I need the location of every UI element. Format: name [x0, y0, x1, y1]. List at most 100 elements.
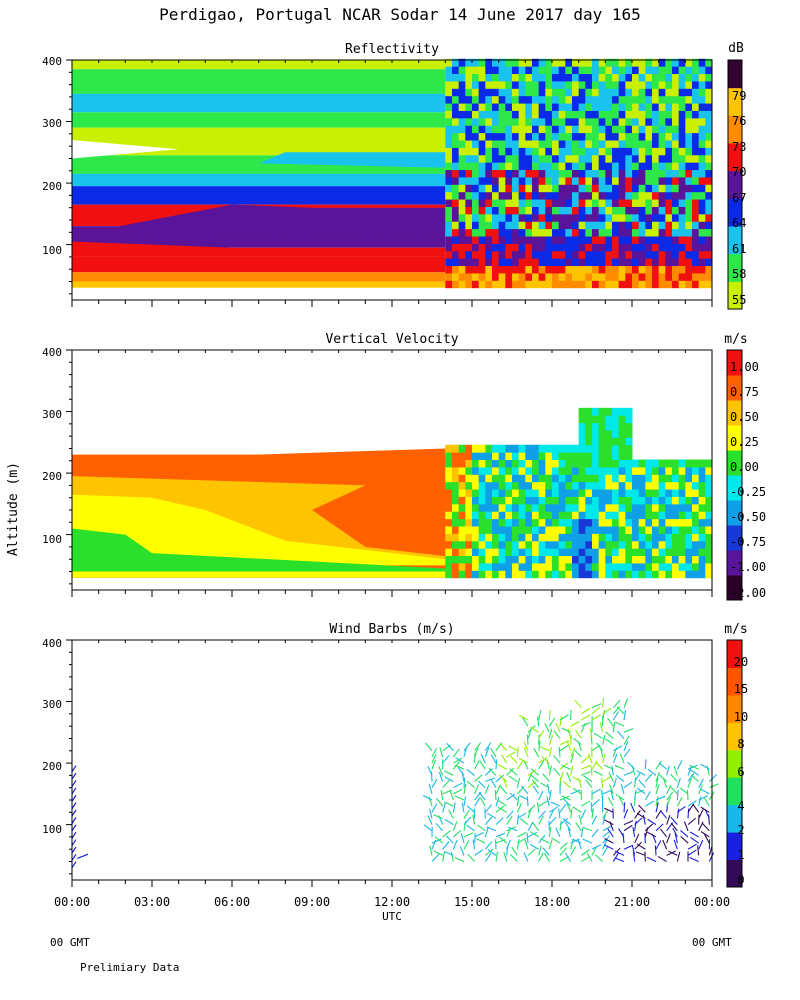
- velocity-cell: [685, 570, 693, 579]
- reflectivity-cell: [692, 265, 700, 274]
- reflectivity-cell: [545, 132, 553, 141]
- velocity-cell: [572, 444, 580, 453]
- reflectivity-cell: [485, 199, 493, 207]
- velocity-cell: [572, 481, 580, 490]
- velocity-cell: [552, 518, 560, 527]
- colorbar-label: 0.00: [730, 460, 759, 474]
- velocity-cell: [552, 548, 560, 557]
- reflectivity-cell: [458, 66, 466, 75]
- velocity-cell: [578, 503, 586, 512]
- velocity-cell: [552, 526, 560, 534]
- velocity-cell: [632, 474, 640, 483]
- velocity-cell: [672, 518, 680, 527]
- reflectivity-cell: [472, 147, 480, 156]
- velocity-cell: [445, 503, 453, 512]
- wind-barb: [466, 768, 476, 776]
- reflectivity-cell: [458, 243, 466, 252]
- wind-barb: [485, 777, 495, 783]
- reflectivity-cell: [645, 184, 653, 193]
- reflectivity-cell: [558, 162, 566, 171]
- reflectivity-cell: [605, 154, 613, 163]
- velocity-cell: [465, 555, 473, 564]
- reflectivity-cell: [572, 154, 580, 163]
- velocity-cell: [538, 540, 546, 549]
- wind-barb: [538, 710, 542, 721]
- velocity-cell: [618, 437, 626, 446]
- reflectivity-cell: [558, 88, 566, 97]
- velocity-cell: [458, 503, 466, 512]
- reflectivity-cell: [618, 147, 626, 156]
- velocity-cell: [605, 555, 613, 564]
- wind-barb: [654, 845, 657, 856]
- reflectivity-cell: [698, 95, 706, 104]
- wind-barb: [616, 706, 625, 715]
- wind-barb: [570, 747, 575, 758]
- reflectivity-cell: [585, 184, 593, 193]
- colorbar-swatch: [728, 60, 742, 89]
- colorbar-swatch: [727, 400, 742, 426]
- velocity-cell: [605, 540, 613, 549]
- reflectivity-cell: [698, 103, 706, 111]
- reflectivity-cell: [565, 132, 573, 141]
- wind-barb: [474, 747, 479, 758]
- wind-barb: [572, 787, 582, 795]
- velocity-cell: [638, 540, 646, 549]
- wind-title: Wind Barbs (m/s): [329, 622, 454, 637]
- velocity-cell: [565, 533, 573, 542]
- velocity-cell: [618, 430, 626, 438]
- velocity-cell: [452, 533, 460, 542]
- reflectivity-cell: [565, 206, 573, 215]
- wind-barb: [506, 767, 515, 776]
- velocity-cell: [618, 555, 626, 564]
- reflectivity-cell: [658, 103, 666, 111]
- reflectivity-cell: [612, 250, 620, 259]
- velocity-cell: [618, 415, 626, 424]
- reflectivity-cell: [652, 154, 660, 163]
- wind-barb: [570, 753, 575, 764]
- reflectivity-cell: [565, 125, 573, 134]
- wind-barb: [506, 839, 511, 850]
- reflectivity-cell: [498, 58, 506, 67]
- velocity-cell: [585, 430, 593, 438]
- wind-barb: [698, 795, 708, 801]
- wind-barb: [623, 727, 634, 733]
- velocity-cell: [705, 466, 713, 475]
- wind-barb: [572, 806, 582, 813]
- wind-barb: [529, 726, 539, 733]
- reflectivity-cell: [538, 88, 546, 97]
- velocity-cell: [558, 518, 566, 527]
- wind-barb: [529, 831, 539, 838]
- wind-barb: [548, 839, 553, 850]
- wind-barb: [472, 839, 476, 850]
- velocity-cell: [598, 526, 606, 534]
- wind-barb: [524, 839, 529, 850]
- velocity-cell: [672, 570, 680, 579]
- velocity-cell: [638, 503, 646, 512]
- reflectivity-cell: [598, 206, 606, 215]
- reflectivity-cell: [658, 176, 666, 185]
- velocity-cell: [578, 452, 586, 461]
- reflectivity-cell: [558, 243, 566, 252]
- reflectivity-cell: [505, 236, 513, 244]
- velocity-cell: [618, 481, 626, 490]
- wind-barb: [523, 741, 529, 751]
- reflectivity-cell: [498, 236, 506, 244]
- reflectivity-cell: [698, 250, 706, 259]
- reflectivity-cell: [472, 191, 480, 200]
- wind-barb: [581, 714, 591, 721]
- reflectivity-cell: [578, 73, 586, 82]
- wind-barb: [600, 777, 604, 788]
- wind-barb: [680, 829, 689, 838]
- velocity-cell: [532, 562, 540, 571]
- velocity-cell: [672, 481, 680, 490]
- reflectivity-cell: [665, 221, 673, 230]
- reflectivity-cell: [685, 236, 693, 244]
- reflectivity-cell: [552, 80, 560, 89]
- wind-barb: [604, 838, 614, 844]
- reflectivity-cell: [605, 58, 613, 67]
- reflectivity-cell: [478, 125, 486, 134]
- reflectivity-cell: [605, 243, 613, 252]
- wind-barb: [431, 753, 437, 764]
- reflectivity-cell: [498, 169, 506, 178]
- velocity-cell: [658, 474, 666, 483]
